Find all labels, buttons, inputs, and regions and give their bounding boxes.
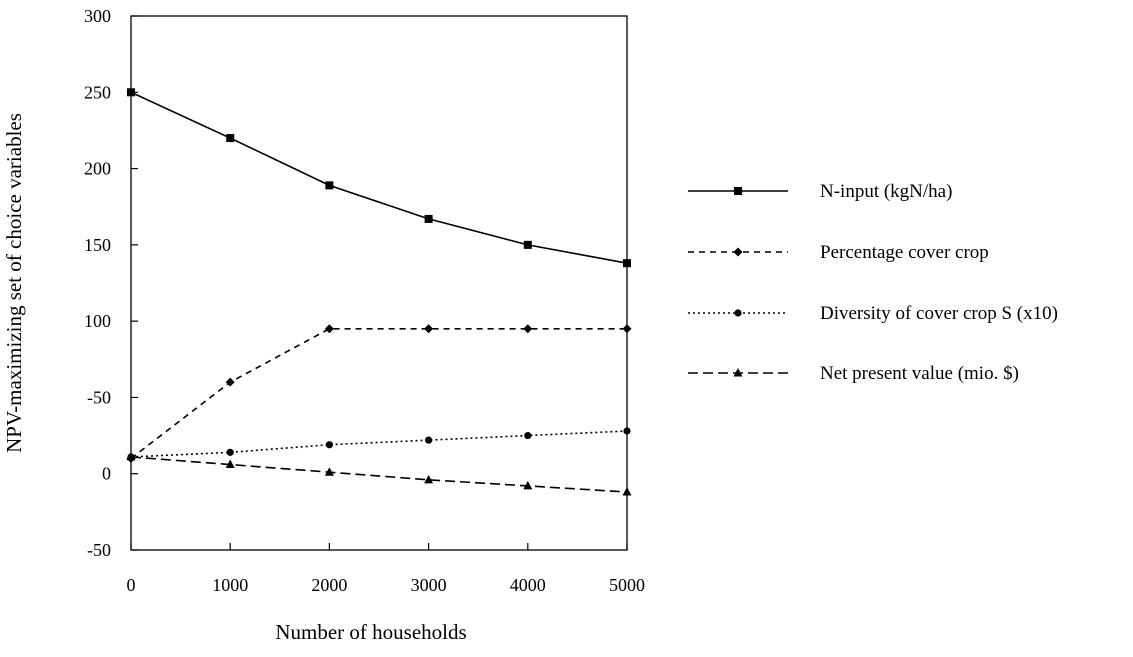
- series-1: [127, 88, 631, 268]
- x-tick-label: 3000: [411, 575, 447, 595]
- x-tick-label: 0: [127, 575, 136, 595]
- y-tick-label: 200: [84, 159, 111, 179]
- plot-frame: [130, 15, 628, 551]
- data-point: [622, 324, 632, 334]
- series-line: [130, 430, 628, 458]
- series-4: [126, 451, 632, 496]
- y-tick-label: 150: [84, 235, 111, 255]
- y-tick-label: -50: [87, 387, 111, 407]
- data-point: [226, 448, 234, 456]
- legend-label: Percentage cover crop: [820, 242, 989, 263]
- y-tick-label: 250: [84, 82, 111, 102]
- data-point: [425, 436, 433, 444]
- data-point: [325, 181, 334, 190]
- data-point: [424, 214, 433, 223]
- x-tick-label: 1000: [212, 575, 248, 595]
- legend-label: Net present value (mio. $): [820, 363, 1019, 384]
- legend: N-input (kgN/ha) Percentage cover crop Div…: [688, 181, 1058, 384]
- y-tick-label: -50: [87, 540, 111, 560]
- x-tick-label: 5000: [609, 575, 645, 595]
- data-point: [623, 427, 631, 435]
- data-point: [524, 431, 532, 440]
- data-point: [424, 474, 434, 484]
- data-point: [623, 259, 631, 268]
- x-tick-label: 4000: [510, 575, 546, 595]
- series-2: [126, 324, 632, 463]
- series-line: [130, 327, 627, 460]
- series-layer: [126, 88, 632, 496]
- legend-swatch-marker: [734, 309, 742, 317]
- y-axis-title: NPV-maximizing set of choice variables: [2, 113, 26, 453]
- series-3: [127, 427, 631, 461]
- y-tick-label: 0: [102, 464, 111, 484]
- y-axis: 300 250 200 150 100 -50 0 -50: [84, 6, 138, 560]
- y-tick-label: 100: [84, 311, 111, 331]
- series-line: [130, 91, 628, 264]
- data-point: [225, 377, 235, 387]
- legend-label: Diversity of cover crop S (x10): [820, 303, 1058, 324]
- data-point: [225, 459, 235, 469]
- data-point: [622, 487, 632, 496]
- series-line: [130, 456, 628, 493]
- legend-item: Net present value (mio. $): [688, 363, 1019, 384]
- data-point: [324, 467, 334, 476]
- data-point: [127, 88, 135, 97]
- data-point: [325, 441, 333, 449]
- legend-item: N-input (kgN/ha): [688, 181, 952, 202]
- x-axis-title: Number of households: [275, 620, 466, 644]
- data-point: [523, 324, 533, 334]
- x-axis: 0 1000 2000 3000 4000 5000: [127, 543, 645, 595]
- legend-swatch-marker: [734, 187, 742, 195]
- legend-item: Percentage cover crop: [688, 242, 989, 263]
- data-point: [324, 324, 334, 334]
- y-tick-label: 300: [84, 6, 111, 26]
- data-point: [523, 480, 533, 490]
- legend-item: Diversity of cover crop S (x10): [688, 303, 1058, 324]
- x-tick-label: 2000: [311, 575, 347, 595]
- data-point: [424, 324, 434, 334]
- legend-swatch-marker: [733, 247, 743, 257]
- legend-swatch-marker: [733, 368, 743, 377]
- data-point: [523, 240, 532, 249]
- data-point: [226, 134, 235, 143]
- legend-label: N-input (kgN/ha): [820, 181, 952, 202]
- data-point: [126, 451, 136, 461]
